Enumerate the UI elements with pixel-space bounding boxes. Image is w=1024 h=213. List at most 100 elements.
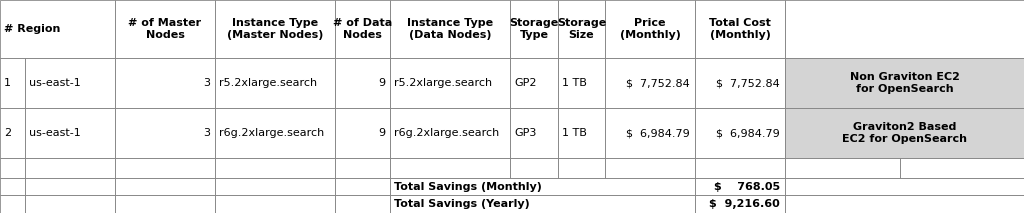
Bar — [215, 178, 335, 195]
Bar — [335, 195, 390, 213]
Bar — [115, 58, 215, 108]
Bar — [215, 58, 335, 108]
Bar — [390, 108, 510, 158]
Bar — [390, 158, 510, 178]
Bar — [785, 58, 1024, 108]
Bar — [215, 178, 335, 195]
Bar — [695, 58, 785, 108]
Bar — [215, 0, 335, 58]
Bar — [25, 58, 115, 108]
Bar — [0, 58, 25, 108]
Bar — [215, 195, 335, 213]
Bar — [215, 195, 335, 213]
Bar — [785, 158, 900, 178]
Text: $  7,752.84: $ 7,752.84 — [627, 78, 690, 88]
Bar — [0, 195, 25, 213]
Bar — [785, 0, 1024, 58]
Bar — [215, 58, 335, 108]
Bar — [605, 58, 695, 108]
Bar — [25, 158, 115, 178]
Bar — [115, 0, 215, 58]
Bar — [390, 0, 510, 58]
Bar — [510, 0, 558, 58]
Text: 3: 3 — [203, 128, 210, 138]
Text: 9: 9 — [378, 78, 385, 88]
Bar — [335, 195, 390, 213]
Bar — [695, 158, 785, 178]
Bar — [0, 0, 115, 58]
Bar — [390, 178, 695, 195]
Bar — [605, 108, 695, 158]
Bar — [695, 108, 785, 158]
Bar — [390, 195, 695, 213]
Bar — [335, 58, 390, 108]
Bar — [695, 108, 785, 158]
Bar — [785, 178, 1024, 195]
Bar — [390, 158, 510, 178]
Text: $  9,216.60: $ 9,216.60 — [710, 199, 780, 209]
Bar — [115, 58, 215, 108]
Bar — [115, 158, 215, 178]
Text: $  6,984.79: $ 6,984.79 — [716, 128, 780, 138]
Bar — [695, 178, 785, 195]
Text: r6g.2xlarge.search: r6g.2xlarge.search — [394, 128, 500, 138]
Bar — [695, 195, 785, 213]
Bar — [558, 108, 605, 158]
Bar — [0, 178, 25, 195]
Bar — [558, 158, 605, 178]
Text: $  6,984.79: $ 6,984.79 — [627, 128, 690, 138]
Bar — [115, 178, 215, 195]
Text: r5.2xlarge.search: r5.2xlarge.search — [219, 78, 317, 88]
Bar — [25, 108, 115, 158]
Text: GP3: GP3 — [514, 128, 537, 138]
Bar — [510, 158, 558, 178]
Bar — [695, 178, 785, 195]
Bar — [785, 195, 1024, 213]
Bar — [115, 108, 215, 158]
Bar — [25, 195, 115, 213]
Bar — [695, 195, 785, 213]
Text: Total Savings (Yearly): Total Savings (Yearly) — [394, 199, 529, 209]
Bar — [115, 178, 215, 195]
Bar — [215, 158, 335, 178]
Text: 2: 2 — [4, 128, 11, 138]
Bar — [605, 158, 695, 178]
Bar — [900, 158, 1024, 178]
Bar — [335, 158, 390, 178]
Text: Non Graviton EC2
for OpenSearch: Non Graviton EC2 for OpenSearch — [850, 72, 959, 94]
Bar — [558, 158, 605, 178]
Text: 1: 1 — [4, 78, 11, 88]
Text: r6g.2xlarge.search: r6g.2xlarge.search — [219, 128, 325, 138]
Bar — [0, 108, 25, 158]
Text: $    768.05: $ 768.05 — [714, 181, 780, 191]
Text: # Region: # Region — [4, 24, 60, 34]
Bar — [785, 178, 1024, 195]
Bar — [335, 178, 390, 195]
Bar — [25, 178, 115, 195]
Bar — [335, 108, 390, 158]
Bar — [0, 108, 25, 158]
Bar — [695, 0, 785, 58]
Text: 9: 9 — [378, 128, 385, 138]
Text: # of Master
Nodes: # of Master Nodes — [128, 18, 202, 40]
Bar — [605, 108, 695, 158]
Bar — [115, 158, 215, 178]
Bar — [215, 108, 335, 158]
Text: Storage
Type: Storage Type — [509, 18, 559, 40]
Text: Price
(Monthly): Price (Monthly) — [620, 18, 680, 40]
Bar — [558, 0, 605, 58]
Bar — [335, 0, 390, 58]
Bar — [335, 0, 390, 58]
Bar — [558, 58, 605, 108]
Bar — [390, 178, 695, 195]
Bar — [605, 158, 695, 178]
Bar — [0, 178, 25, 195]
Bar — [0, 58, 25, 108]
Bar — [695, 158, 785, 178]
Bar — [0, 158, 25, 178]
Bar — [510, 108, 558, 158]
Bar — [215, 0, 335, 58]
Bar — [25, 178, 115, 195]
Bar — [390, 108, 510, 158]
Bar — [335, 158, 390, 178]
